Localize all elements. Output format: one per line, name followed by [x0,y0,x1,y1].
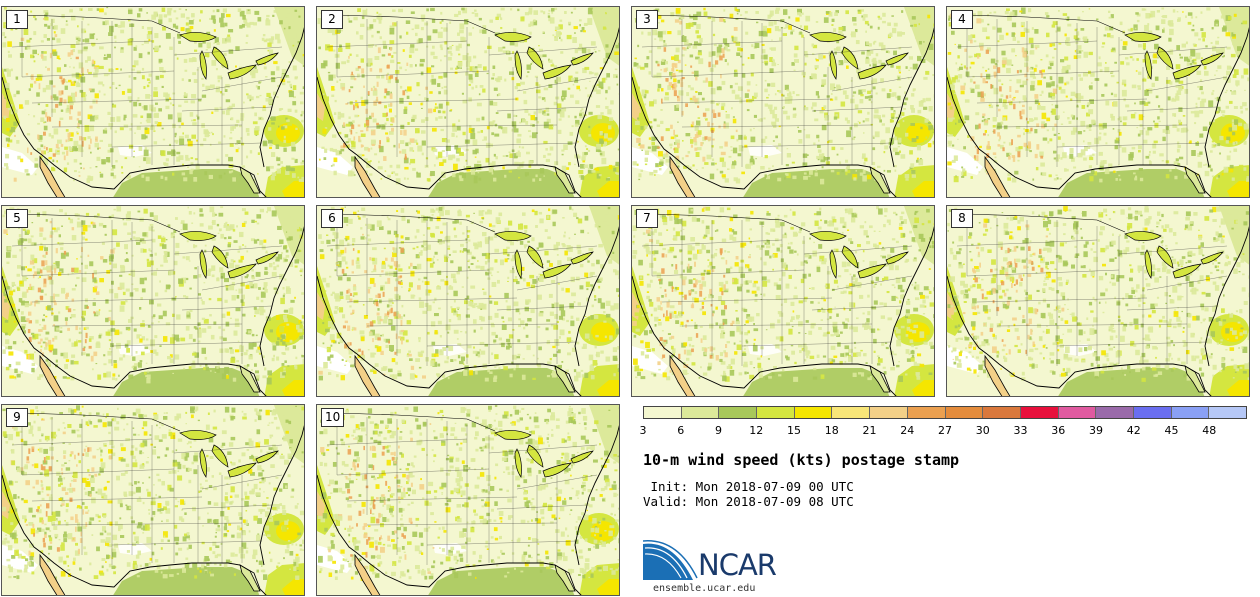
colorbar-segment [945,407,984,418]
colorbar-segment [757,407,795,418]
colorbar-segment [1209,407,1246,418]
logo-wordmark: NCAR [698,548,777,582]
ensemble-member-panel-1: 1 [1,6,305,198]
member-number-label: 3 [636,10,658,29]
colorbar-tick-labels: 3 6 9 12 15 18 21 24 27 30 33 36 39 42 45 48 [639,424,1247,440]
member-number-label: 7 [636,209,658,228]
member-number-label: 2 [321,10,343,29]
colorbar-tick-label: 33 [1013,424,1028,437]
ensemble-member-panel-10: 10 [316,404,620,596]
wind-speed-map [632,206,934,396]
ensemble-member-panel-4: 4 [946,6,1250,198]
member-number-label: 9 [6,408,28,427]
colorbar-segment [719,407,758,418]
wind-speed-map [2,7,304,197]
colorbar-segment [1171,407,1210,418]
member-number-label: 1 [6,10,28,29]
member-number-label: 6 [321,209,343,228]
colorbar-tick-label: 15 [787,424,801,437]
init-time: Init: Mon 2018-07-09 00 UTC [643,479,854,494]
colorbar-tick-label: 3 [639,424,647,437]
member-number-label: 4 [951,10,973,29]
colorbar-tick-label: 12 [749,424,764,437]
product-title: 10-m wind speed (kts) postage stamp [643,451,960,469]
ensemble-member-panel-7: 7 [631,205,935,397]
colorbar-segment [794,407,833,418]
colorbar-segment [644,407,682,418]
colorbar-tick-label: 48 [1202,424,1217,437]
ensemble-member-panel-2: 2 [316,6,620,198]
colorbar-segment [681,407,720,418]
member-number-label: 8 [951,209,973,228]
wind-speed-map [317,206,619,396]
colorbar-segment [1096,407,1134,418]
wind-speed-map [947,7,1249,197]
colorbar-segment [1133,407,1172,418]
wind-speed-map [317,7,619,197]
colorbar-tick-label: 39 [1089,424,1103,437]
ensemble-member-panel-3: 3 [631,6,935,198]
ensemble-member-panel-8: 8 [946,205,1250,397]
colorbar-tick-label: 45 [1164,424,1179,437]
ensemble-member-panel-9: 9 [1,404,305,596]
colorbar-segment [983,407,1021,418]
wind-speed-map [2,206,304,396]
colorbar-segment [832,407,871,418]
ensemble-member-panel-5: 5 [1,205,305,397]
member-number-label: 5 [6,209,28,228]
colorbar-tick-label: 42 [1126,424,1141,437]
logo-url: ensemble.ucar.edu [653,583,756,594]
valid-time: Valid: Mon 2018-07-09 08 UTC [643,494,854,509]
wind-speed-map [317,405,619,595]
wind-speed-colorbar [643,406,1247,419]
member-number-label: 10 [321,408,345,427]
wind-speed-map [947,206,1249,396]
colorbar-tick-label: 18 [824,424,839,437]
ncar-logo-icon [643,540,698,580]
colorbar-tick-label: 27 [938,424,952,437]
wind-speed-map [632,7,934,197]
colorbar-tick-label: 24 [900,424,915,437]
colorbar-tick-label: 21 [862,424,877,437]
colorbar-segment [1058,407,1097,418]
ensemble-member-panel-6: 6 [316,205,620,397]
colorbar-tick-label: 30 [975,424,990,437]
colorbar-tick-label: 36 [1051,424,1066,437]
colorbar-tick-label: 9 [715,424,722,437]
colorbar-segment [907,407,946,418]
colorbar-tick-label: 6 [677,424,685,437]
wind-speed-map [2,405,304,595]
colorbar-segment [870,407,908,418]
colorbar-segment [1020,407,1059,418]
